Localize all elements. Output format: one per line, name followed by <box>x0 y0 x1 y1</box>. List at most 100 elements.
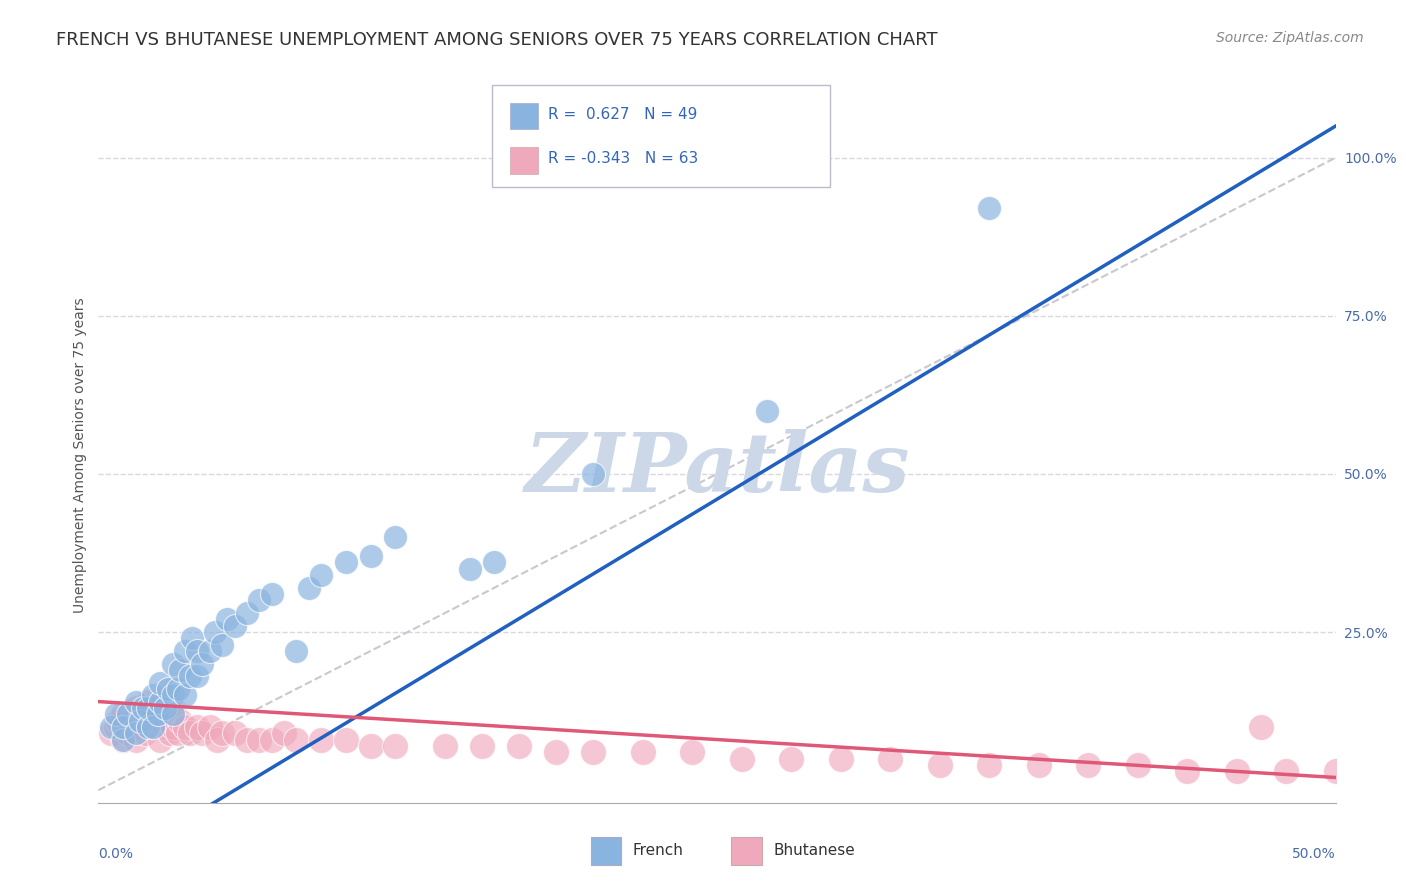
Point <box>224 618 246 632</box>
Text: R = -0.343   N = 63: R = -0.343 N = 63 <box>548 152 699 166</box>
Point <box>136 695 159 709</box>
Point <box>129 720 152 734</box>
Point <box>384 739 406 753</box>
Point <box>155 720 177 734</box>
Point <box>166 681 188 696</box>
Text: French: French <box>633 844 683 858</box>
Point <box>458 562 481 576</box>
Point <box>546 745 568 759</box>
Point <box>143 707 166 722</box>
Point <box>136 714 159 728</box>
Point <box>117 707 139 722</box>
Point <box>285 644 308 658</box>
Point <box>1250 720 1272 734</box>
Text: FRENCH VS BHUTANESE UNEMPLOYMENT AMONG SENIORS OVER 75 YEARS CORRELATION CHART: FRENCH VS BHUTANESE UNEMPLOYMENT AMONG S… <box>56 31 938 49</box>
Point <box>260 732 283 747</box>
Point <box>205 732 228 747</box>
Point <box>191 726 214 740</box>
Text: R =  0.627   N = 49: R = 0.627 N = 49 <box>548 107 697 121</box>
Point <box>174 644 197 658</box>
Point <box>631 745 654 759</box>
Point <box>112 707 135 722</box>
Point <box>236 606 259 620</box>
Point <box>162 688 184 702</box>
Point <box>156 681 179 696</box>
Point <box>136 701 159 715</box>
Point <box>204 625 226 640</box>
Point <box>166 726 188 740</box>
Point <box>169 663 191 677</box>
Point <box>149 701 172 715</box>
Point <box>309 732 332 747</box>
Point <box>169 714 191 728</box>
Point <box>142 688 165 702</box>
Point <box>112 720 135 734</box>
Text: 0.0%: 0.0% <box>98 847 134 861</box>
Point <box>309 568 332 582</box>
Point <box>681 745 703 759</box>
Point <box>780 751 803 765</box>
Point <box>186 669 208 683</box>
Point <box>433 739 456 753</box>
Point <box>142 720 165 734</box>
Point <box>174 720 197 734</box>
Y-axis label: Unemployment Among Seniors over 75 years: Unemployment Among Seniors over 75 years <box>73 297 87 613</box>
Point <box>731 751 754 765</box>
Point <box>107 714 129 728</box>
Point <box>149 732 172 747</box>
Point <box>211 726 233 740</box>
Point <box>484 556 506 570</box>
Point <box>132 707 155 722</box>
Text: Source: ZipAtlas.com: Source: ZipAtlas.com <box>1216 31 1364 45</box>
Point <box>1226 764 1249 779</box>
Point <box>186 720 208 734</box>
Point <box>149 675 172 690</box>
Point <box>162 657 184 671</box>
Point <box>132 701 155 715</box>
Point <box>335 732 357 747</box>
Point <box>1324 764 1347 779</box>
Text: Bhutanese: Bhutanese <box>773 844 855 858</box>
Point <box>156 714 179 728</box>
Point <box>159 726 181 740</box>
Point <box>928 757 950 772</box>
Point <box>112 732 135 747</box>
Point <box>104 720 127 734</box>
Point <box>191 657 214 671</box>
Point <box>879 751 901 765</box>
Point <box>134 726 156 740</box>
Point <box>1275 764 1298 779</box>
Point <box>1077 757 1099 772</box>
Point <box>273 726 295 740</box>
Point <box>198 720 221 734</box>
Point <box>508 739 530 753</box>
Point <box>117 726 139 740</box>
Point <box>582 745 605 759</box>
Point <box>830 751 852 765</box>
Point <box>211 638 233 652</box>
Point <box>198 644 221 658</box>
Point <box>1175 764 1198 779</box>
Point <box>124 732 146 747</box>
Point <box>247 732 270 747</box>
Point <box>162 720 184 734</box>
Point <box>1126 757 1149 772</box>
Point <box>360 549 382 563</box>
Point <box>112 732 135 747</box>
Point <box>124 695 146 709</box>
Point <box>179 669 201 683</box>
Point <box>174 688 197 702</box>
Point <box>247 593 270 607</box>
Point <box>155 701 177 715</box>
Point <box>162 707 184 722</box>
Point <box>285 732 308 747</box>
Point <box>120 714 142 728</box>
Point <box>149 695 172 709</box>
Text: 50.0%: 50.0% <box>1292 847 1336 861</box>
Point <box>236 732 259 747</box>
Point <box>124 701 146 715</box>
Point <box>136 720 159 734</box>
Point <box>104 707 127 722</box>
Point <box>162 701 184 715</box>
Point <box>186 644 208 658</box>
